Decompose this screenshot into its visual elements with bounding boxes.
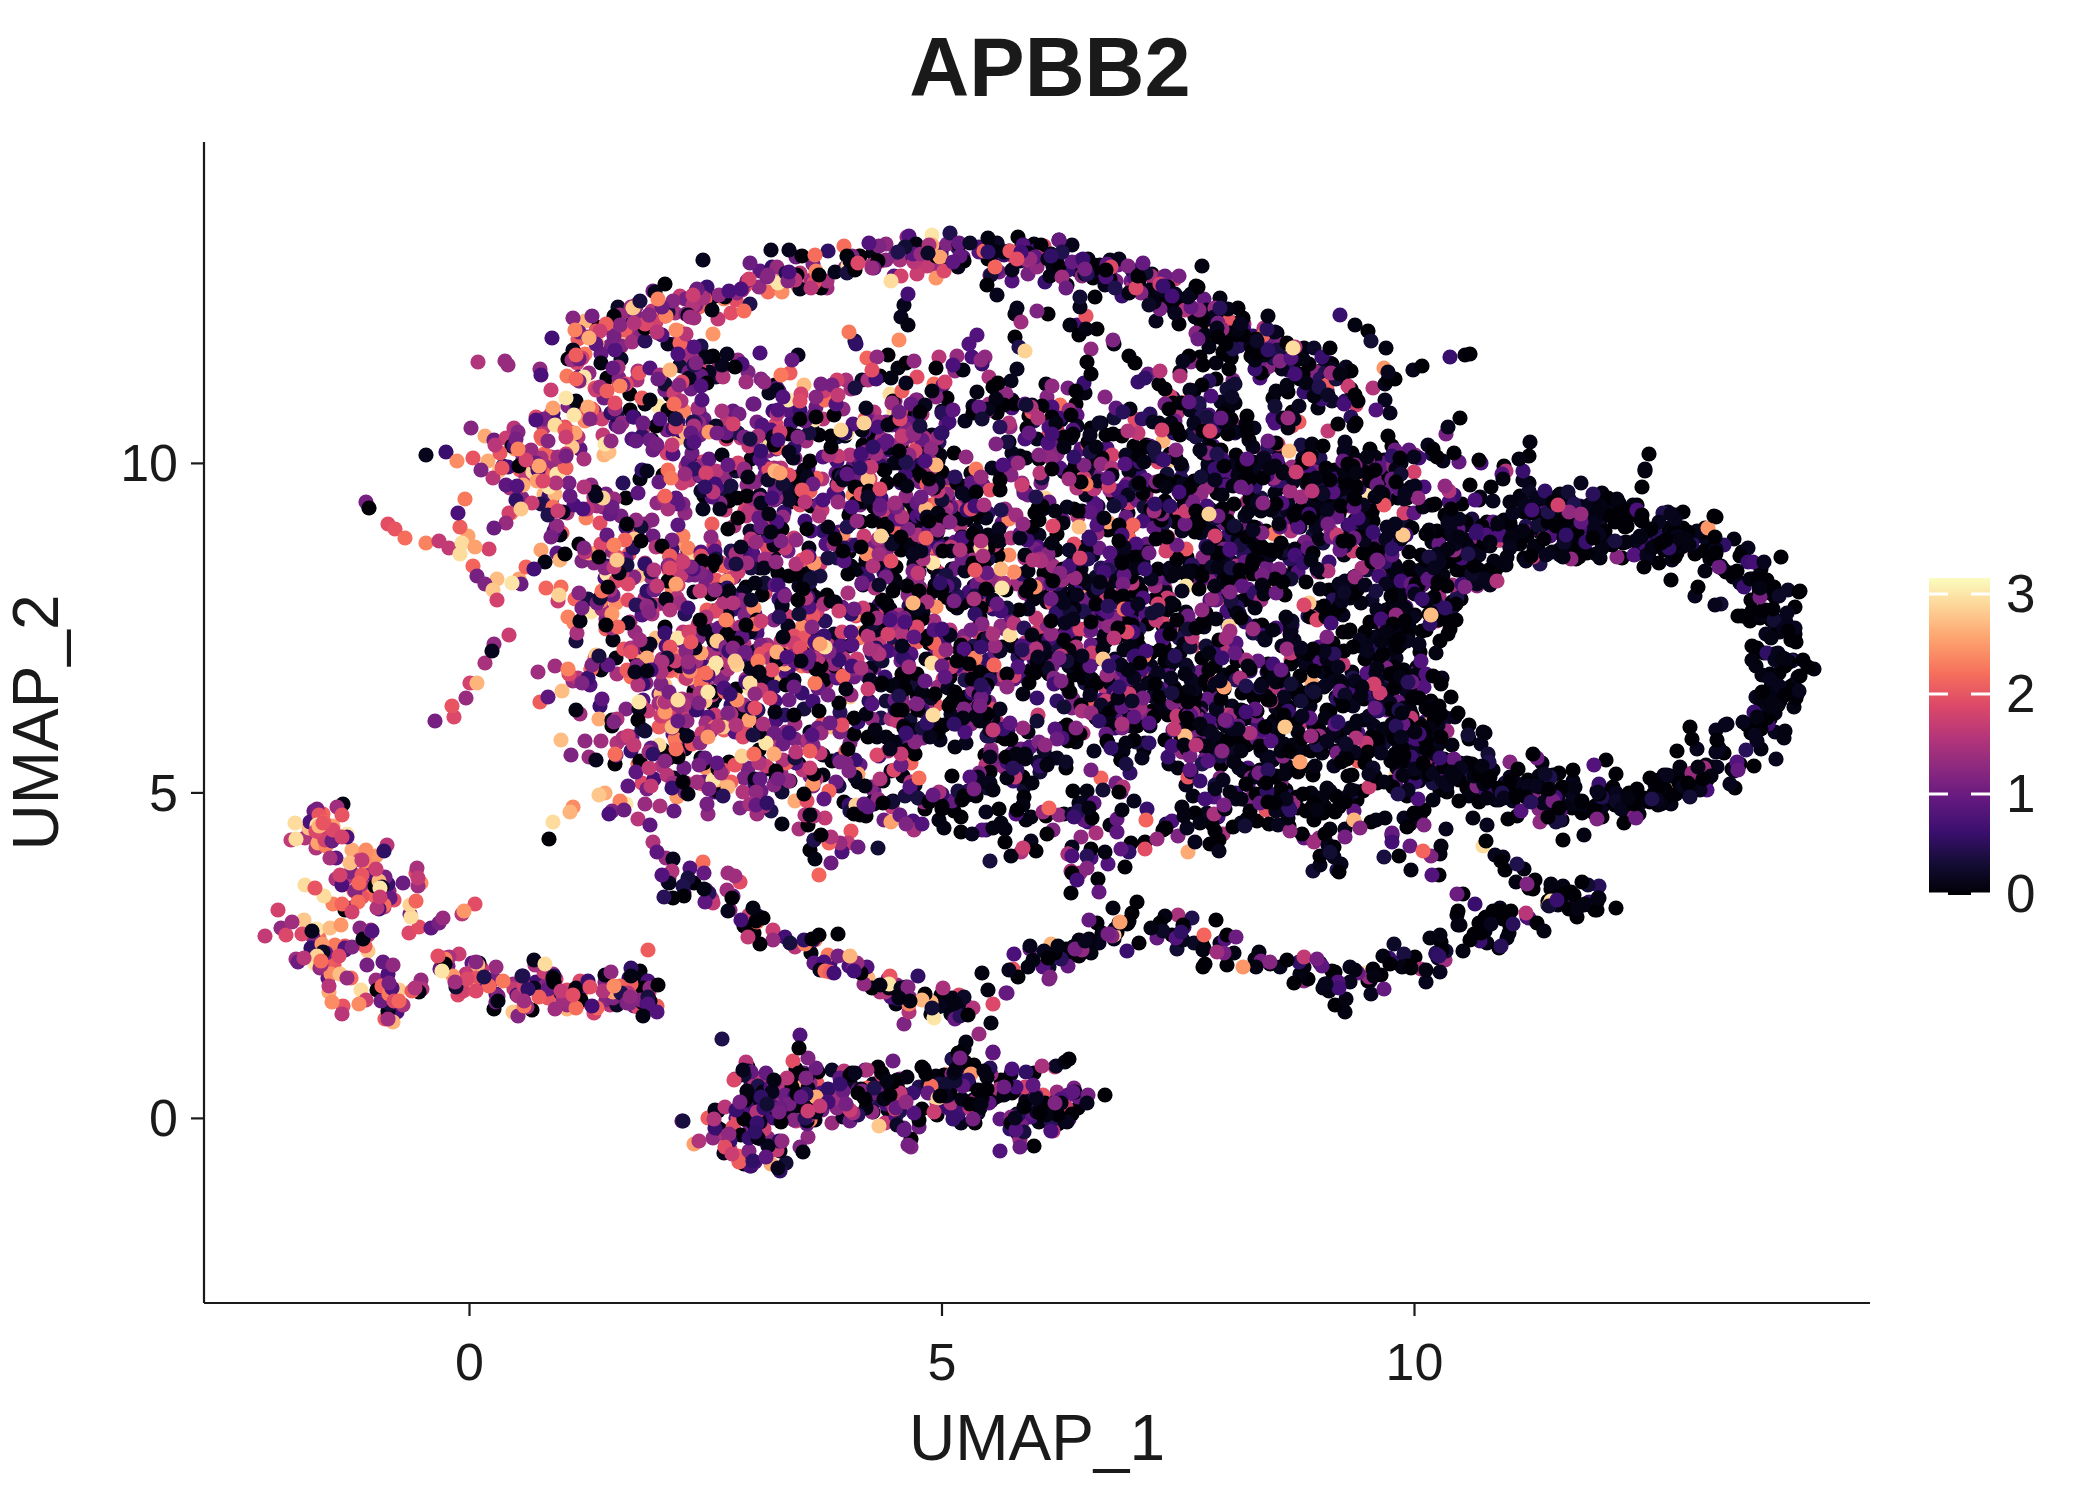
svg-text:0: 0 <box>149 1089 178 1147</box>
svg-text:0: 0 <box>2006 864 2035 923</box>
svg-text:1: 1 <box>2006 764 2035 823</box>
svg-text:2: 2 <box>2006 664 2035 723</box>
svg-text:UMAP_1: UMAP_1 <box>909 1402 1165 1474</box>
svg-text:3: 3 <box>2006 564 2035 623</box>
svg-text:0: 0 <box>455 1333 484 1391</box>
svg-text:10: 10 <box>1386 1333 1444 1391</box>
svg-text:10: 10 <box>120 434 178 492</box>
svg-text:5: 5 <box>928 1333 957 1391</box>
svg-text:UMAP_2: UMAP_2 <box>0 594 72 850</box>
svg-text:5: 5 <box>149 764 178 822</box>
